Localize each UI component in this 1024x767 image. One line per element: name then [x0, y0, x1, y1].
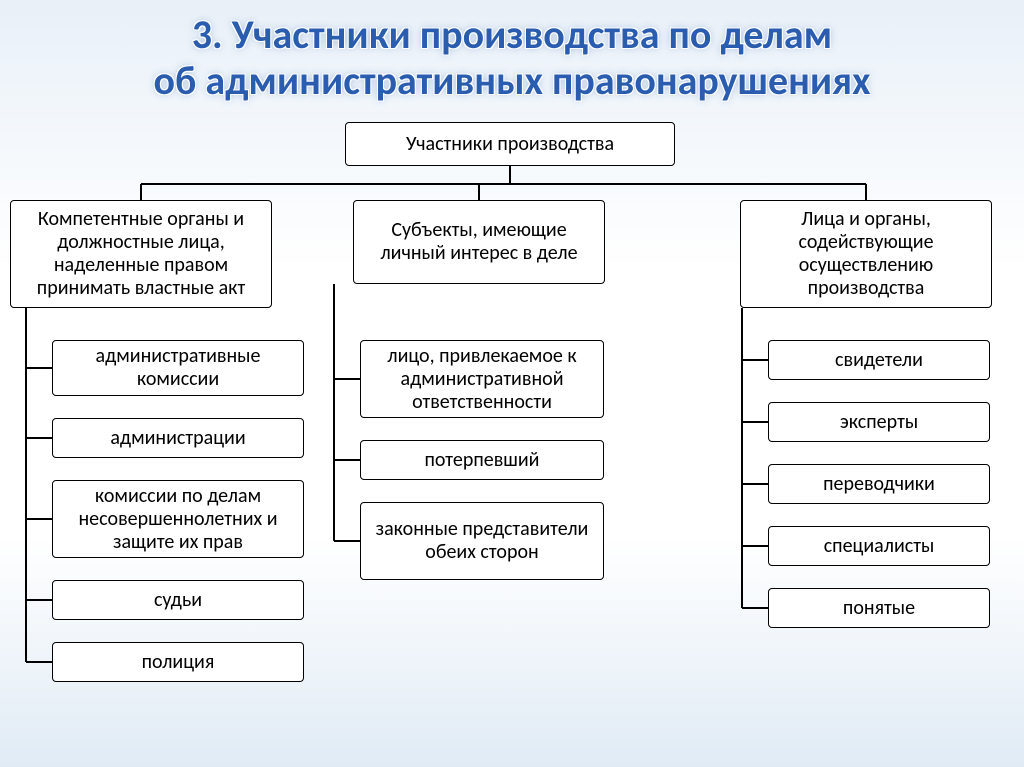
item-0-4: полиция	[52, 642, 304, 682]
item-2-0: свидетели	[768, 340, 990, 380]
column-header-1: Субъекты, имеющие личный интерес в деле	[353, 200, 605, 284]
column-header-0: Компетентные органы и должностные лица, …	[10, 200, 272, 308]
column-header-2: Лица и органы, содействующие осуществлен…	[740, 200, 992, 308]
slide-title: 3. Участники производства по делам об ад…	[0, 0, 1024, 108]
item-0-3: судьи	[52, 580, 304, 620]
item-1-2: законные представители обеих сторон	[360, 502, 604, 580]
item-0-2: комиссии по делам несовершеннолетних и з…	[52, 480, 304, 558]
item-2-1: эксперты	[768, 402, 990, 442]
item-0-0: административные комиссии	[52, 340, 304, 396]
root-box: Участники производства	[345, 122, 675, 166]
title-line1: 3. Участники производства по делам	[0, 12, 1024, 58]
item-1-1: потерпевший	[360, 440, 604, 480]
item-1-0: лицо, привлекаемое к административной от…	[360, 340, 604, 418]
item-2-4: понятые	[768, 588, 990, 628]
item-2-3: специалисты	[768, 526, 990, 566]
title-line2: об административных правонарушениях	[0, 58, 1024, 104]
item-0-1: администрации	[52, 418, 304, 458]
item-2-2: переводчики	[768, 464, 990, 504]
